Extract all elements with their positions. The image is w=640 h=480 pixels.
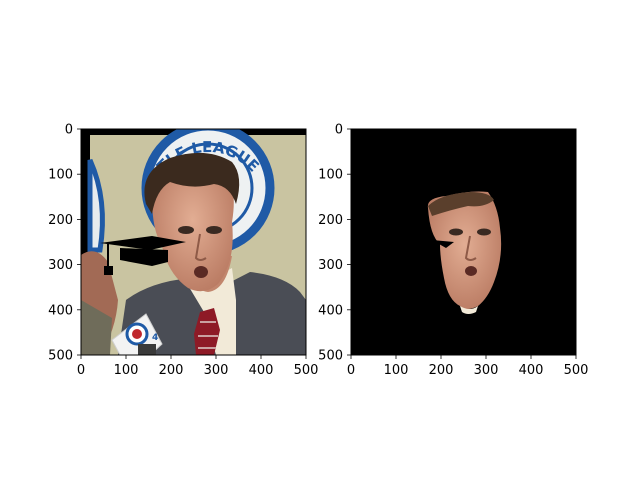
left-axes-frame <box>80 128 307 356</box>
left-image-panel: TLE LEAGUE <box>48 123 318 379</box>
right-axes: 0 100 200 300 400 500 0 100 200 300 400 500 <box>318 123 588 379</box>
tie <box>194 308 220 355</box>
face <box>151 161 234 292</box>
left-x-tick-label: 300 <box>204 363 229 378</box>
left-y-tick-label: 0 <box>65 123 73 138</box>
left-y-tick-label: 300 <box>48 258 73 273</box>
left-x-tick-label: 0 <box>77 363 85 378</box>
right-y-tick-label: 200 <box>318 213 343 228</box>
right-x-tick-label: 300 <box>474 363 499 378</box>
microphone: 4 <box>111 313 163 355</box>
hair <box>144 152 240 214</box>
left-x-tick-label: 100 <box>114 363 139 378</box>
right-x-tick-label: 400 <box>519 363 544 378</box>
left-y-tick-label: 500 <box>48 349 73 364</box>
right-axes-frame <box>350 128 577 356</box>
left-x-tick-label: 400 <box>249 363 274 378</box>
right-x-tick-label: 0 <box>347 363 355 378</box>
right-y-tick-label: 500 <box>318 349 343 364</box>
left-y-tick-label: 100 <box>48 168 73 183</box>
right-x-tick-label: 200 <box>429 363 454 378</box>
right-y-tick-label: 0 <box>335 123 343 138</box>
right-y-tick-label: 400 <box>318 303 343 318</box>
right-image-panel: 0 100 200 300 400 500 0 100 200 300 400 500 <box>318 123 588 379</box>
masked-face <box>427 191 502 314</box>
left-y-tick-label: 200 <box>48 213 73 228</box>
left-y-tick-label: 400 <box>48 303 73 318</box>
left-x-tick-label: 500 <box>294 363 319 378</box>
right-y-tick-label: 300 <box>318 258 343 273</box>
mic-flag-text: 4 <box>152 333 158 343</box>
graduation-cap-icon <box>100 236 186 275</box>
right-x-tick-label: 500 <box>564 363 589 378</box>
right-x-tick-label: 100 <box>384 363 409 378</box>
right-y-tick-label: 100 <box>318 168 343 183</box>
left-x-tick-label: 200 <box>159 363 184 378</box>
left-axes: 0 100 200 300 400 500 0 100 200 300 400 500 <box>48 123 318 379</box>
